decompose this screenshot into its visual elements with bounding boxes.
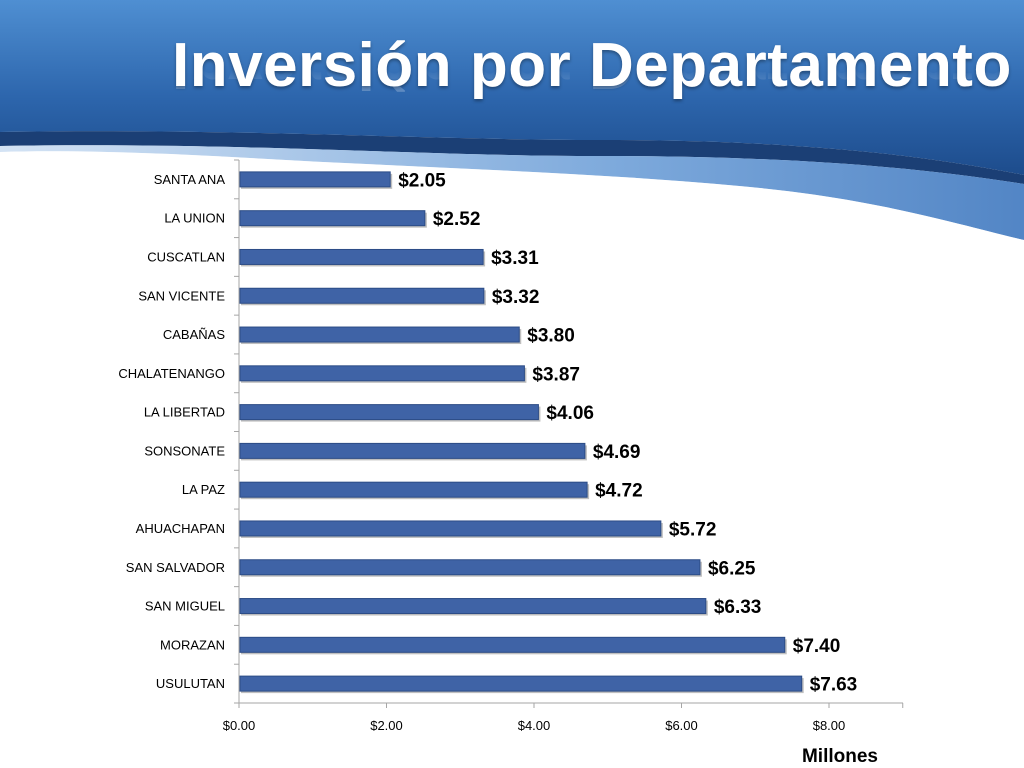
category-label-san-vicente: SAN VICENTE — [138, 288, 225, 303]
category-label-san-miguel: SAN MIGUEL — [145, 599, 225, 614]
bars-group — [234, 159, 804, 704]
category-label-sonsonate: SONSONATE — [144, 443, 225, 458]
bar-cuscatlan — [239, 248, 484, 265]
bar-usulutan — [239, 675, 803, 692]
category-label-santa-ana: SANTA ANA — [154, 172, 226, 187]
bar-la-libertad — [239, 404, 539, 421]
data-label-cuscatlan: $3.31 — [491, 248, 539, 269]
x-axis-ticks: $0.00 $2.00 $4.00 $6.00 $8.00 — [223, 703, 904, 733]
banner-swoosh-dark — [0, 131, 1024, 184]
data-labels: $2.05 $2.52 $3.31 $3.32 $3.80 $3.87 $4.06 $4.69… — [398, 170, 857, 695]
bar-san-miguel — [239, 598, 707, 615]
data-label-chalatenango: $3.87 — [532, 364, 580, 385]
data-label-la-paz: $4.72 — [595, 481, 643, 502]
bar-morazan — [239, 636, 786, 653]
x-tick-label: $8.00 — [813, 718, 846, 733]
banner-swoosh-light — [0, 145, 1024, 240]
category-label-la-paz: LA PAZ — [182, 482, 225, 497]
data-label-la-libertad: $4.06 — [546, 403, 594, 424]
x-tick-label: $6.00 — [665, 718, 698, 733]
category-label-chalatenango: CHALATENANGO — [118, 366, 225, 381]
category-label-la-union: LA UNION — [164, 211, 225, 226]
data-label-caba-as: $3.80 — [527, 326, 575, 347]
data-label-morazan: $7.40 — [793, 636, 841, 657]
banner-background — [0, 0, 1024, 175]
bar-la-paz — [239, 481, 588, 498]
bar-chalatenango — [239, 365, 525, 382]
x-tick-label: $0.00 — [223, 718, 256, 733]
category-labels: SANTA ANA LA UNION CUSCATLAN SAN VICENTE CAB… — [118, 172, 225, 691]
banner-swoosh-highlight — [0, 151, 1024, 244]
data-label-san-salvador: $6.25 — [708, 558, 756, 579]
data-label-san-vicente: $3.32 — [492, 287, 540, 308]
bar-san-salvador — [239, 559, 701, 576]
data-label-ahuachapan: $5.72 — [669, 519, 717, 540]
category-label-morazan: MORAZAN — [160, 637, 225, 652]
x-tick-label: $4.00 — [518, 718, 551, 733]
category-label-caba-as: CABAÑAS — [163, 327, 225, 342]
category-label-san-salvador: SAN SALVADOR — [126, 560, 225, 575]
category-label-la-libertad: LA LIBERTAD — [144, 405, 225, 420]
category-label-cuscatlan: CUSCATLAN — [147, 249, 225, 264]
bar-sonsonate — [239, 442, 586, 459]
data-label-santa-ana: $2.05 — [398, 170, 446, 191]
category-label-ahuachapan: AHUACHAPAN — [136, 521, 225, 536]
data-label-san-miguel: $6.33 — [714, 597, 762, 618]
title-banner — [0, 0, 1024, 244]
bar-ahuachapan — [239, 520, 662, 537]
x-tick-label: $2.00 — [370, 718, 403, 733]
data-label-la-union: $2.52 — [433, 209, 481, 230]
data-label-sonsonate: $4.69 — [593, 442, 641, 463]
bar-la-union — [239, 210, 426, 227]
slide-title: Inversión por Departamento — [172, 31, 1012, 100]
x-axis-title: Millones — [802, 746, 878, 767]
bar-santa-ana — [239, 171, 391, 188]
data-label-usulutan: $7.63 — [810, 675, 858, 696]
bar-san-vicente — [239, 287, 485, 304]
bar-caba-as — [239, 326, 520, 343]
category-label-usulutan: USULUTAN — [156, 676, 225, 691]
